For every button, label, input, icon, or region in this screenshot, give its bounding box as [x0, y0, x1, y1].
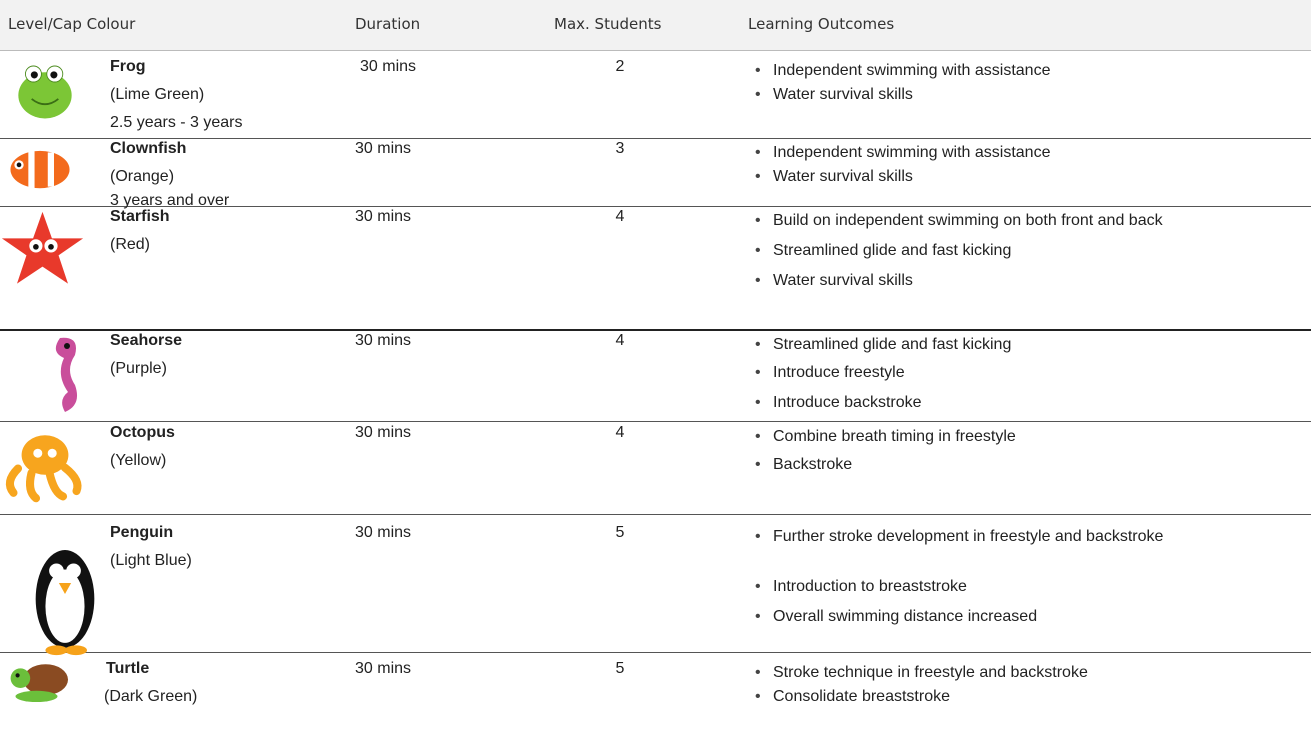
level-icon	[10, 664, 68, 702]
learning-outcome: Water survival skills	[773, 272, 913, 289]
duration: 30 mins	[355, 424, 412, 441]
level-name: Octopus	[110, 424, 175, 441]
cap-colour: (Purple)	[110, 360, 167, 377]
bullet: •	[755, 212, 761, 229]
bullet: •	[755, 456, 761, 473]
max-students: 4	[615, 208, 625, 225]
level-icon	[18, 65, 72, 119]
cap-colour: (Yellow)	[110, 452, 167, 469]
bullet: •	[755, 62, 761, 79]
max-students: 5	[615, 524, 625, 541]
bullet: •	[755, 272, 761, 289]
level-icon	[55, 337, 78, 412]
max-students: 3	[615, 140, 625, 157]
max-students: 5	[615, 660, 625, 677]
duration: 30 mins	[360, 58, 417, 75]
row-separator	[0, 514, 1311, 515]
learning-outcome: Introduction to breaststroke	[773, 578, 967, 595]
row-separator	[0, 138, 1311, 139]
bullet: •	[755, 608, 761, 625]
bullet: •	[755, 578, 761, 595]
cap-colour: (Dark Green)	[104, 688, 198, 705]
learning-outcome: Backstroke	[773, 456, 853, 473]
level-name: Clownfish	[110, 140, 187, 157]
learning-outcome: Independent swimming with assistance	[773, 144, 1051, 161]
cap-colour: (Orange)	[110, 168, 175, 185]
learning-outcome: Overall swimming distance increased	[773, 608, 1038, 625]
level-name: Seahorse	[110, 332, 183, 349]
level-name: Frog	[110, 58, 146, 75]
learning-outcome: Consolidate breaststroke	[773, 688, 950, 705]
level-icon	[5, 435, 82, 503]
bullet: •	[755, 168, 761, 185]
max-students: 4	[615, 332, 625, 349]
max-students: 4	[615, 424, 625, 441]
age-range: 2.5 years - 3 years	[110, 114, 243, 131]
header-row: Level/Cap Colour Duration Max. Students …	[0, 0, 1311, 51]
learning-outcome: Water survival skills	[773, 168, 913, 185]
header-cell: Max. Students	[554, 15, 662, 33]
level-icon	[35, 549, 95, 656]
row-separator	[0, 652, 1311, 653]
learning-outcome: Streamlined glide and fast kicking	[773, 336, 1012, 353]
learning-outcome: Introduce freestyle	[773, 364, 905, 381]
duration: 30 mins	[355, 208, 412, 225]
cap-colour: (Light Blue)	[110, 552, 192, 569]
row-separator	[0, 206, 1311, 207]
learning-outcome: Independent swimming with assistance	[773, 62, 1051, 79]
learning-outcome: Stroke technique in freestyle and backst…	[773, 664, 1088, 681]
learning-outcome: Water survival skills	[773, 86, 913, 103]
cap-colour: (Red)	[110, 236, 151, 253]
duration: 30 mins	[355, 524, 412, 541]
max-students: 2	[615, 58, 625, 75]
duration: 30 mins	[355, 140, 412, 157]
level-name: Penguin	[110, 524, 174, 541]
bullet: •	[755, 688, 761, 705]
learning-outcome: Combine breath timing in freestyle	[773, 428, 1016, 445]
bullet: •	[755, 394, 761, 411]
cap-colour: (Lime Green)	[110, 86, 205, 103]
level-name: Turtle	[106, 660, 150, 677]
level-name: Starfish	[110, 208, 170, 225]
learning-outcome: Build on independent swimming on both fr…	[773, 212, 1163, 229]
header-cell: Level/Cap Colour	[8, 15, 136, 33]
learning-outcome: Streamlined glide and fast kicking	[773, 242, 1012, 259]
learning-outcome: Further stroke development in freestyle …	[773, 528, 1164, 545]
age-range: 3 years and over	[110, 192, 230, 209]
level-icon	[1, 211, 84, 284]
bullet: •	[755, 336, 761, 353]
bullet: •	[755, 242, 761, 259]
row-separator	[0, 329, 1311, 331]
bullet: •	[755, 664, 761, 681]
bullet: •	[755, 428, 761, 445]
bullet: •	[755, 528, 761, 545]
duration: 30 mins	[355, 332, 412, 349]
header-cell: Duration	[355, 15, 421, 33]
row-separator	[0, 421, 1311, 422]
bullet: •	[755, 144, 761, 161]
learning-outcome: Introduce backstroke	[773, 394, 922, 411]
bullet: •	[755, 86, 761, 103]
duration: 30 mins	[355, 660, 412, 677]
level-icon	[10, 150, 70, 189]
header-cell: Learning Outcomes	[748, 15, 895, 33]
bullet: •	[755, 364, 761, 381]
